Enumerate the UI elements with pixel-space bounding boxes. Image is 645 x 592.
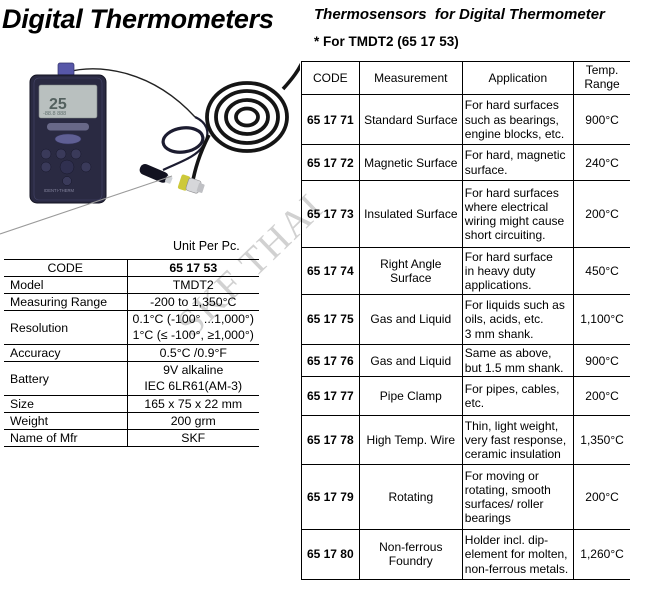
- svg-text:IDENTI-THERM: IDENTI-THERM: [44, 188, 75, 193]
- svg-text:-88.8 888: -88.8 888: [43, 111, 66, 117]
